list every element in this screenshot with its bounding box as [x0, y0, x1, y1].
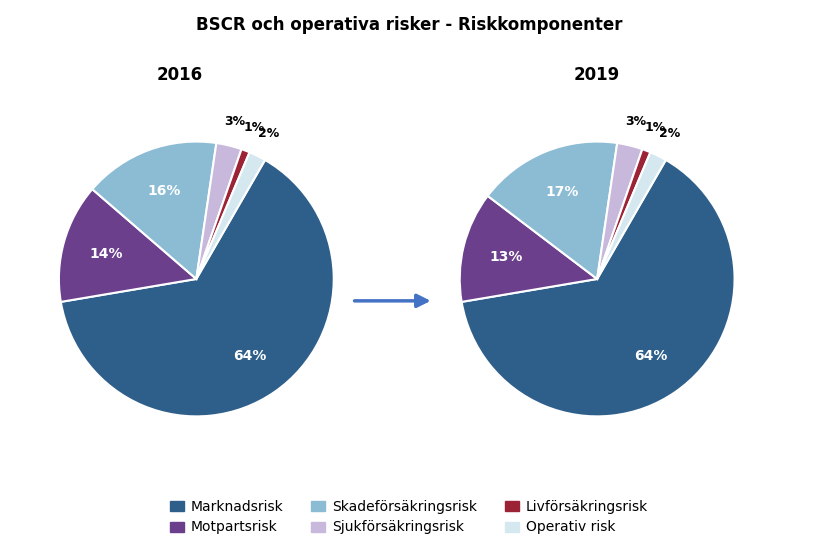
Wedge shape [461, 160, 735, 416]
Text: 1%: 1% [645, 121, 666, 134]
Wedge shape [196, 152, 265, 279]
Wedge shape [597, 143, 642, 279]
Wedge shape [59, 189, 196, 302]
Text: 1%: 1% [244, 121, 265, 134]
Text: 64%: 64% [233, 348, 267, 363]
Text: 2016: 2016 [157, 66, 203, 84]
Text: 2%: 2% [258, 127, 279, 140]
Wedge shape [92, 142, 217, 279]
Wedge shape [460, 196, 597, 302]
Text: 64%: 64% [634, 348, 667, 363]
Text: 17%: 17% [545, 185, 578, 200]
Text: 3%: 3% [625, 115, 646, 128]
Text: 3%: 3% [224, 115, 245, 128]
Text: 14%: 14% [89, 247, 123, 261]
Wedge shape [196, 143, 241, 279]
Text: 16%: 16% [147, 184, 181, 199]
Text: 2019: 2019 [574, 66, 620, 84]
Wedge shape [597, 152, 666, 279]
Wedge shape [61, 160, 334, 416]
Text: 2%: 2% [658, 127, 680, 140]
Wedge shape [196, 149, 249, 279]
Wedge shape [597, 149, 650, 279]
Legend: Marknadsrisk, Motpartsrisk, Skadeförsäkringsrisk, Sjukförsäkringsrisk, Livförsäk: Marknadsrisk, Motpartsrisk, Skadeförsäkr… [164, 494, 654, 540]
Text: 13%: 13% [490, 249, 523, 264]
Text: BSCR och operativa risker - Riskkomponenter: BSCR och operativa risker - Riskkomponen… [196, 16, 622, 34]
Wedge shape [488, 142, 618, 279]
